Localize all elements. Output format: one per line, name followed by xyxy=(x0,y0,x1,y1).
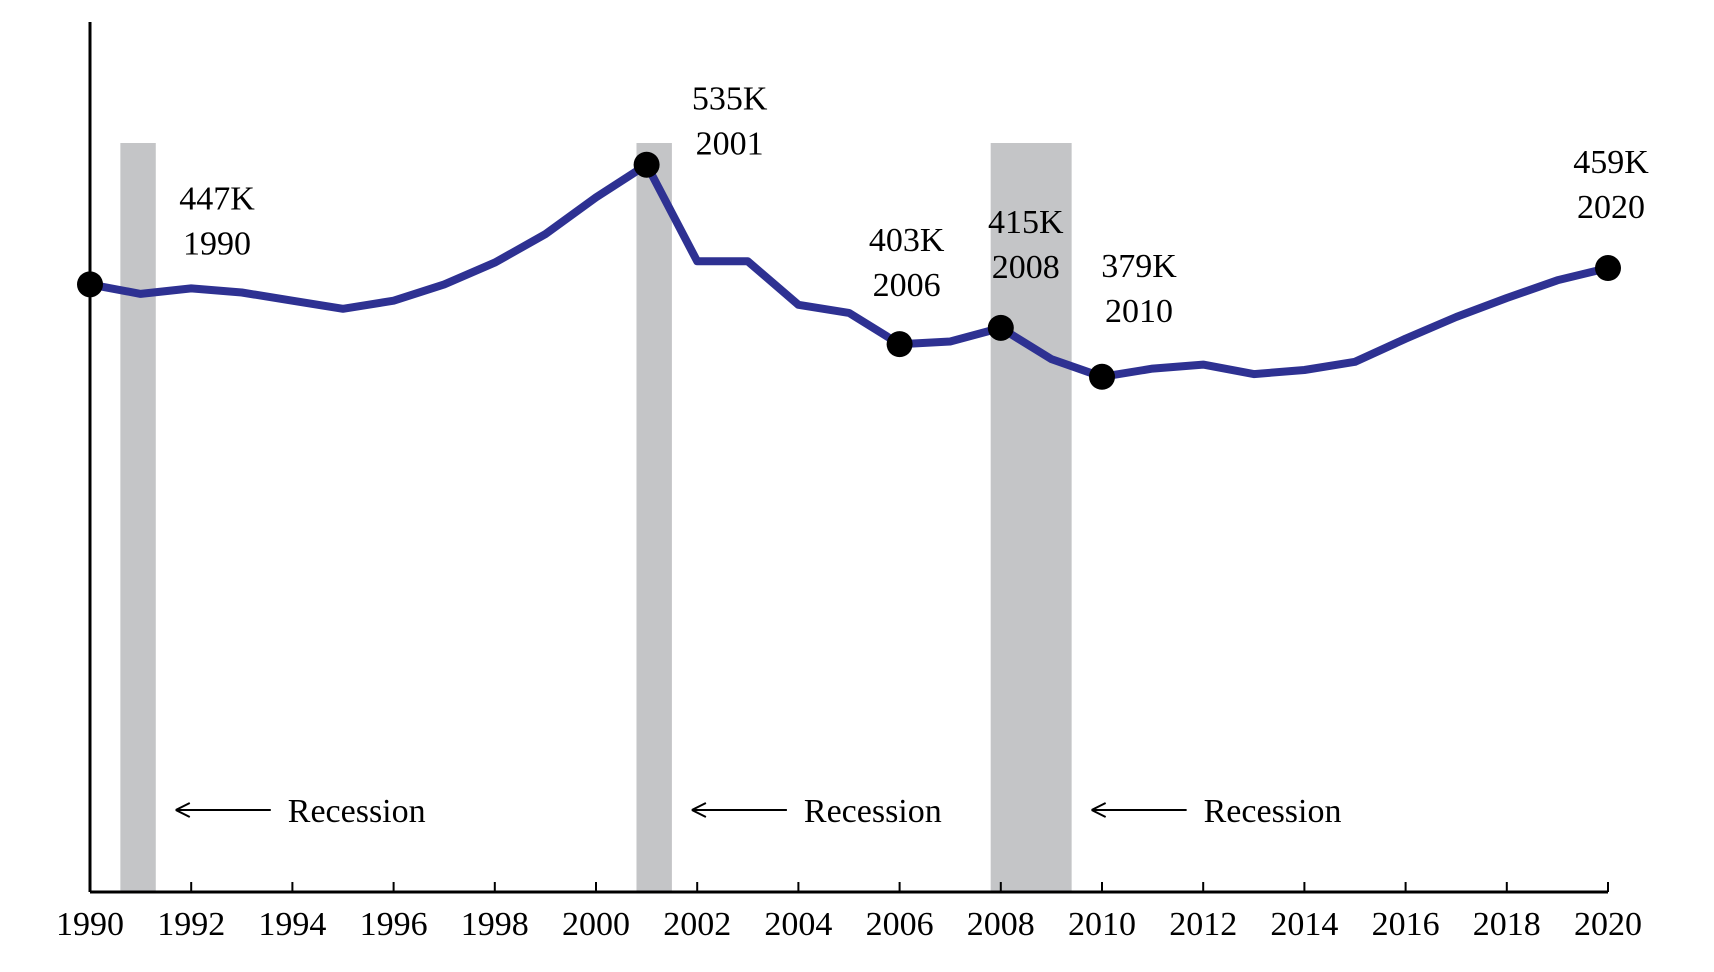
x-tick-label: 2010 xyxy=(1068,906,1136,943)
point-value-label: 403K xyxy=(869,222,945,259)
data-point-marker xyxy=(77,271,103,298)
x-tick-label: 1996 xyxy=(360,906,428,943)
x-tick-label: 1994 xyxy=(258,906,326,943)
recession-annotation: Recession xyxy=(691,793,942,830)
x-ticks: 1990 1992 1994 1996 1998 2000 2002 2004 2006 2008… xyxy=(56,882,1642,943)
recession-band xyxy=(636,143,672,892)
x-tick-label: 2012 xyxy=(1169,906,1237,943)
point-value-label: 379K xyxy=(1101,248,1177,285)
x-tick-label: 2002 xyxy=(663,906,731,943)
point-year-label: 2001 xyxy=(696,126,764,163)
point-value-label: 447K xyxy=(179,180,255,217)
x-tick-label: 2000 xyxy=(562,906,630,943)
recession-label: Recession xyxy=(804,793,942,830)
x-tick-label: 2004 xyxy=(764,906,832,943)
recession-bands xyxy=(120,143,1072,892)
point-year-label: 2020 xyxy=(1577,189,1645,226)
x-tick-label: 2014 xyxy=(1270,906,1338,943)
recession-band xyxy=(990,143,1072,892)
point-value-label: 535K xyxy=(692,81,768,118)
recession-band xyxy=(120,143,156,892)
x-tick-label: 2020 xyxy=(1574,906,1642,943)
x-tick-label: 2018 xyxy=(1473,906,1541,943)
point-value-label: 459K xyxy=(1573,144,1649,181)
point-year-label: 2010 xyxy=(1105,293,1173,330)
data-point-marker xyxy=(987,314,1014,341)
recession-arrow-head xyxy=(1091,802,1107,818)
data-point-marker xyxy=(886,331,913,358)
series-group xyxy=(77,151,1621,390)
point-year-label: 2006 xyxy=(873,267,941,304)
recession-label: Recession xyxy=(288,793,426,830)
point-year-label: 1990 xyxy=(183,225,251,262)
recession-arrow-head xyxy=(691,802,707,818)
data-point-marker xyxy=(1089,363,1115,390)
point-year-label: 2008 xyxy=(992,249,1060,286)
x-tick-label: 1992 xyxy=(157,906,225,943)
x-tick-label: 1990 xyxy=(56,906,124,943)
x-tick-label: 2016 xyxy=(1372,906,1440,943)
recession-annotation: Recession xyxy=(1091,793,1342,830)
x-tick-label: 1998 xyxy=(461,906,529,943)
recession-arrow-head xyxy=(175,802,191,818)
series-line xyxy=(86,160,1612,381)
recession-label: Recession xyxy=(1204,793,1342,830)
recession-annotations: Recession Recession Recession xyxy=(175,793,1342,830)
x-tick-label: 2006 xyxy=(866,906,934,943)
point-labels: 447K 1990 535K 2001 403K 2006 415K 2008 379K 2010… xyxy=(179,81,1649,330)
data-point-marker xyxy=(633,151,660,178)
data-point-marker xyxy=(1595,255,1621,282)
recession-annotation: Recession xyxy=(175,793,426,830)
point-value-label: 415K xyxy=(988,204,1064,241)
x-tick-label: 2008 xyxy=(967,906,1035,943)
axes xyxy=(88,22,1608,894)
